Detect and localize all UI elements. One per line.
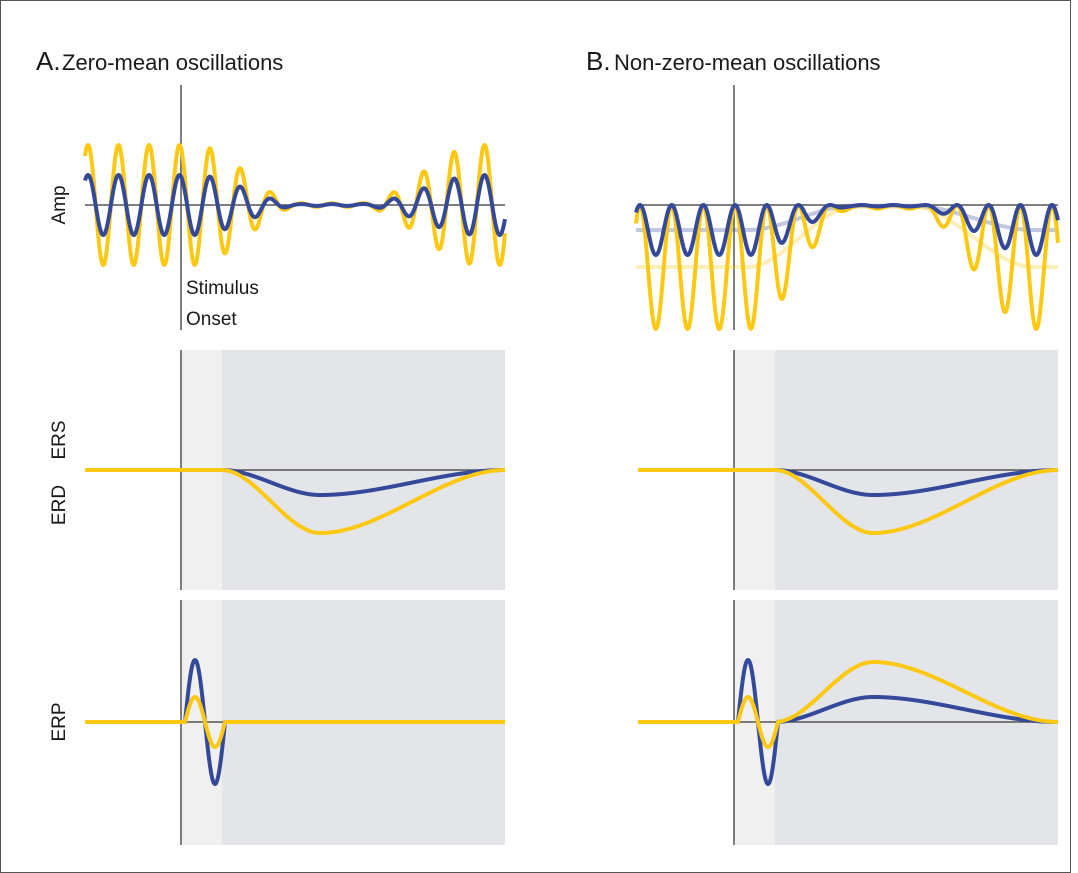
erp-trace — [83, 695, 507, 749]
oscillation — [634, 203, 1060, 257]
row-label: Amp — [49, 185, 70, 224]
row-label: ERS — [49, 420, 70, 459]
erd-trace — [636, 468, 1060, 535]
stimulus-label: Stimulus — [186, 278, 259, 299]
panel-title: Non-zero-mean oscillations — [614, 50, 881, 75]
row-label: ERP — [49, 702, 70, 741]
oscillation — [83, 173, 507, 237]
erd-trace — [83, 468, 507, 535]
panel-title: Zero-mean oscillations — [62, 50, 283, 75]
erp-trace — [636, 660, 1060, 749]
stimulus-label: Onset — [186, 309, 237, 330]
panel-letter: B. — [586, 46, 611, 76]
row-label: ERD — [49, 485, 70, 525]
panel-letter: A. — [36, 46, 61, 76]
